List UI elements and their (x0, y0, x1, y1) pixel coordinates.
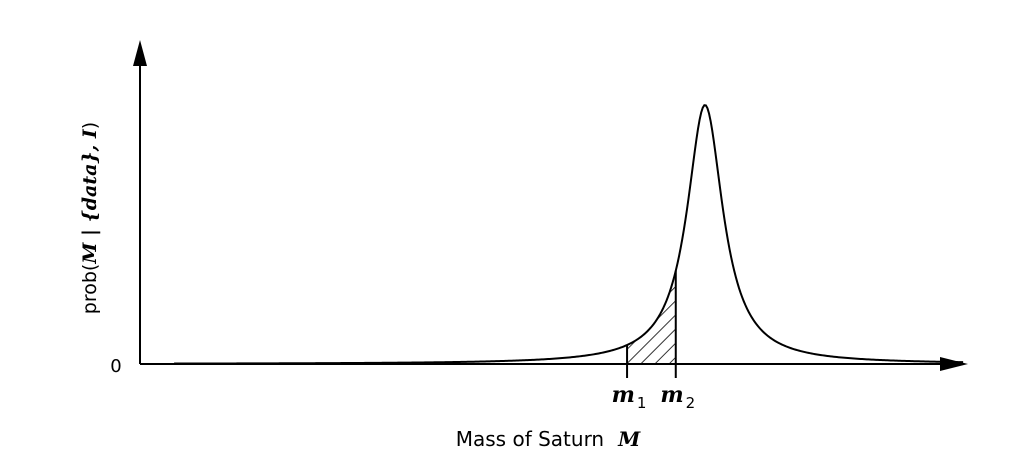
x-axis-label-text: Mass of Saturn (456, 427, 604, 451)
y-axis-label-suffix: ) (79, 122, 101, 129)
y-axis-label-math: M | {data}, I (79, 128, 101, 265)
x-axis-label: Mass of Saturn M (456, 427, 641, 451)
y-tick-label-zero: 0 (110, 356, 121, 377)
m1-marker-base: m (612, 382, 635, 408)
x-axis-label-symbol: M (617, 427, 641, 451)
shaded-region (627, 270, 676, 364)
y-axis-label: prob(M | {data}, I) (79, 122, 101, 314)
m1-marker-sub: 1 (637, 394, 647, 412)
posterior-curve (174, 104, 964, 365)
m2-marker-base: m (660, 382, 683, 408)
x-axis-arrow (940, 357, 968, 371)
y-axis-label-prefix: prob( (79, 264, 101, 315)
y-axis-arrow (133, 40, 147, 66)
m2-marker-sub: 2 (686, 394, 696, 412)
